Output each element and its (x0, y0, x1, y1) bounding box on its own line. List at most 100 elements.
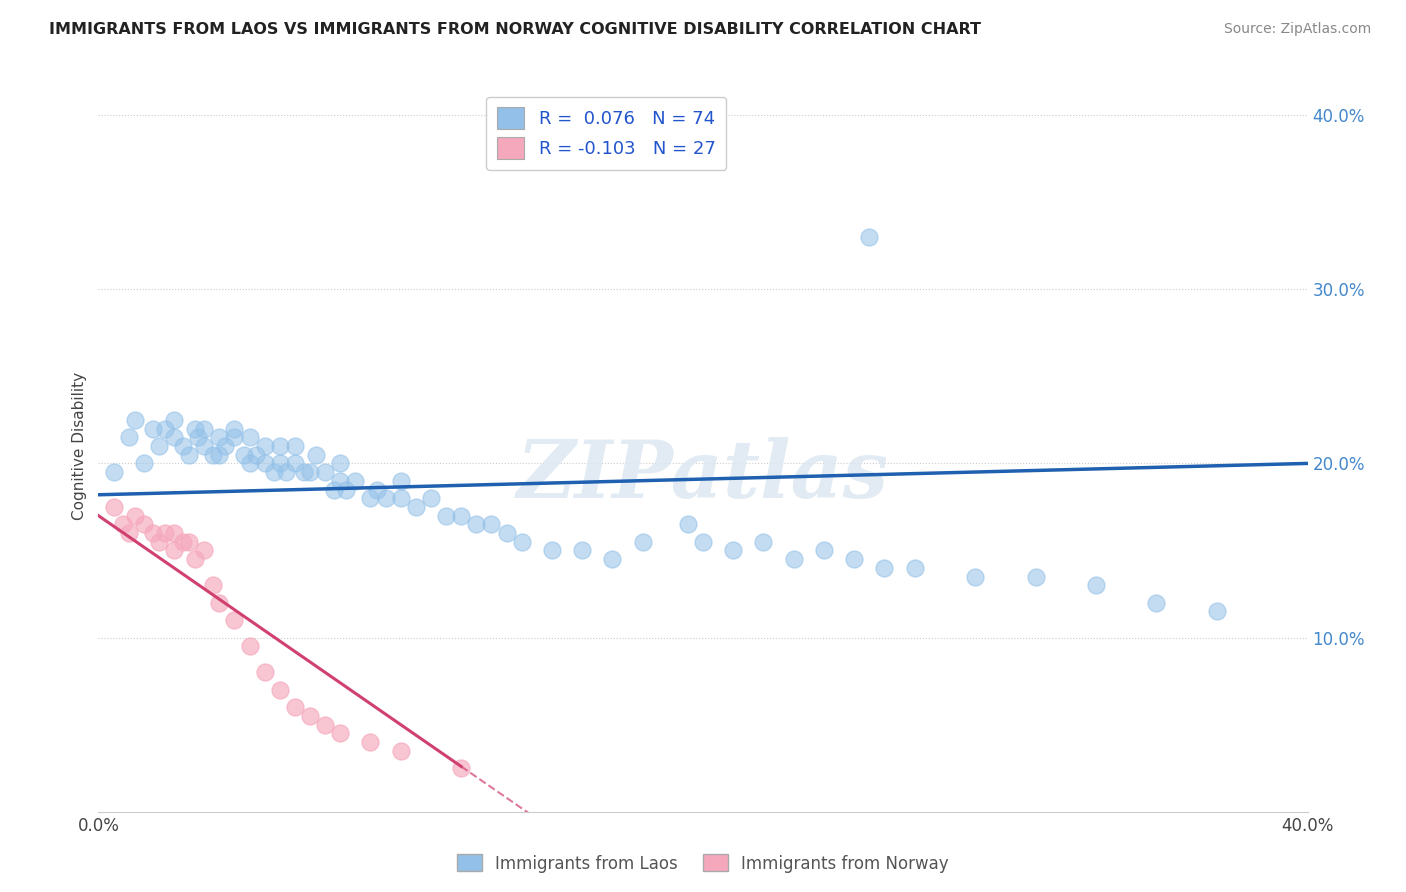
Point (965, 569, 987, 583)
Point (253, 439, 276, 453)
Point (692, 534, 714, 549)
Point (224, 430, 246, 444)
Point (284, 439, 307, 453)
Text: Source: ZipAtlas.com: Source: ZipAtlas.com (1223, 22, 1371, 37)
Point (495, 526, 517, 541)
Point (132, 457, 155, 471)
Point (389, 744, 412, 758)
Point (224, 613, 246, 627)
Point (314, 717, 336, 731)
Point (179, 448, 201, 462)
Point (202, 578, 225, 592)
Legend: Immigrants from Laos, Immigrants from Norway: Immigrants from Laos, Immigrants from No… (450, 847, 956, 880)
Point (239, 430, 262, 444)
Point (208, 448, 231, 462)
Point (193, 543, 215, 558)
Point (103, 465, 125, 479)
Point (184, 421, 207, 435)
Point (179, 534, 201, 549)
Point (783, 552, 806, 566)
Point (142, 526, 165, 541)
Point (389, 474, 412, 488)
Point (245, 448, 267, 462)
Point (602, 552, 624, 566)
Point (172, 534, 194, 549)
Point (389, 491, 412, 506)
Point (510, 534, 533, 549)
Point (193, 439, 215, 453)
Point (142, 421, 165, 435)
Point (153, 526, 176, 541)
Point (153, 421, 176, 435)
Point (299, 709, 322, 723)
Point (813, 543, 835, 558)
Point (284, 700, 307, 714)
Point (111, 517, 134, 532)
Point (323, 483, 346, 497)
Point (187, 430, 209, 444)
Point (269, 457, 291, 471)
Point (172, 439, 194, 453)
Point (434, 508, 457, 523)
Point (148, 439, 170, 453)
Y-axis label: Cognitive Disability: Cognitive Disability (72, 372, 87, 520)
Point (450, 508, 472, 523)
Point (723, 543, 745, 558)
Point (224, 421, 246, 435)
Point (1206, 604, 1229, 618)
Point (148, 534, 170, 549)
Point (335, 483, 357, 497)
Point (329, 457, 352, 471)
Point (239, 457, 262, 471)
Legend: R =  0.076   N = 74, R = -0.103   N = 27: R = 0.076 N = 74, R = -0.103 N = 27 (486, 96, 727, 169)
Point (305, 448, 328, 462)
Point (232, 448, 254, 462)
Point (360, 735, 382, 749)
Text: ZIPatlas: ZIPatlas (517, 436, 889, 514)
Point (314, 465, 336, 479)
Point (292, 465, 315, 479)
Point (844, 552, 866, 566)
Point (374, 491, 396, 506)
Point (1144, 596, 1167, 610)
Point (481, 517, 503, 532)
Point (208, 596, 231, 610)
Point (405, 500, 427, 514)
Point (124, 413, 146, 427)
Point (284, 457, 307, 471)
Point (450, 761, 472, 775)
Point (253, 457, 276, 471)
Point (208, 430, 231, 444)
Point (1024, 569, 1046, 583)
Point (274, 465, 297, 479)
Point (118, 526, 141, 541)
Point (124, 508, 146, 523)
Point (269, 682, 291, 697)
Point (253, 665, 276, 680)
Point (329, 474, 352, 488)
Point (263, 465, 285, 479)
Point (163, 430, 186, 444)
Point (420, 491, 443, 506)
Point (344, 474, 367, 488)
Point (360, 491, 382, 506)
Point (193, 421, 215, 435)
Point (329, 726, 352, 740)
Point (118, 430, 141, 444)
Point (631, 534, 654, 549)
Point (571, 543, 593, 558)
Point (163, 543, 186, 558)
Point (269, 439, 291, 453)
Point (752, 534, 775, 549)
Point (1085, 578, 1108, 592)
Point (163, 526, 186, 541)
Point (299, 465, 322, 479)
Point (132, 517, 155, 532)
Point (184, 552, 207, 566)
Point (366, 483, 388, 497)
Point (904, 561, 927, 575)
Point (858, 230, 880, 244)
Point (239, 640, 262, 654)
Point (676, 517, 699, 532)
Point (873, 561, 896, 575)
